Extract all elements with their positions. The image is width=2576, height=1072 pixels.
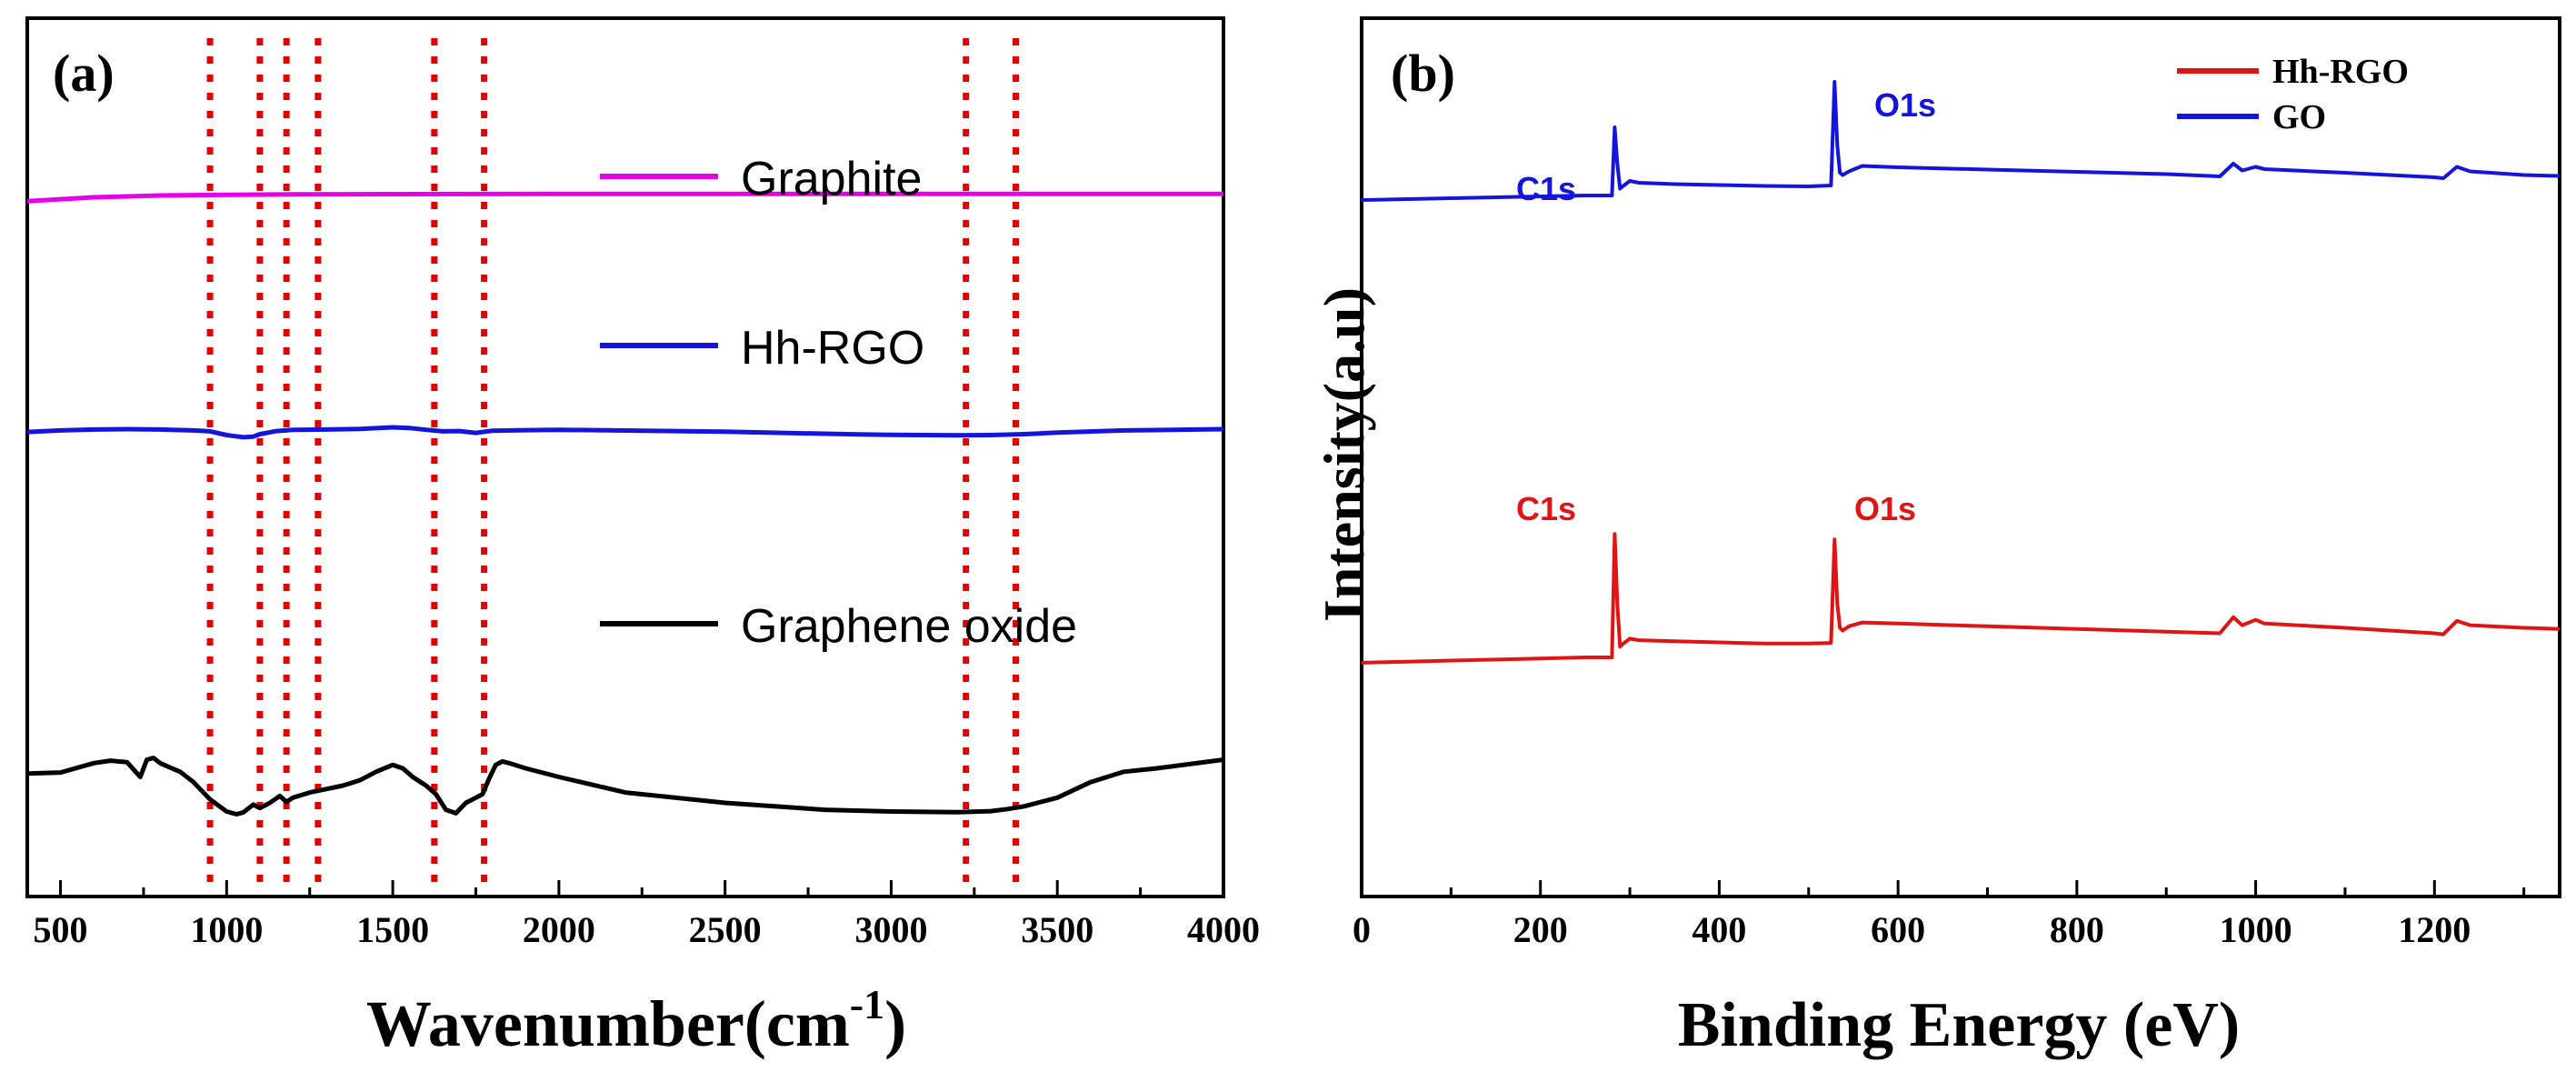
panel-b-x-tick-label-600: 600 [1871,909,1925,950]
panel-a-ftir-chart: 500 1000 1500 2000 2500 3000 3500 4000 (a) Grap… [25,16,1260,1060]
panel-a-x-tick-label-1500: 1500 [356,909,429,950]
annotation-hhrgo-c1s: C1s [1516,490,1576,527]
panel-a-x-tick-label-4000: 4000 [1187,909,1260,950]
panel-b-x-tick-label-800: 800 [2050,909,2104,950]
panel-b-x-tick-label-1200: 1200 [2398,909,2471,950]
legend-b-go-label: GO [2272,98,2326,136]
panel-a-series-graphite [26,191,1223,204]
panel-b-x-tick-label-1000: 1000 [2220,909,2292,950]
panel-a-series-group [26,191,1224,817]
panel-a-x-axis-title: Wavenumber(cm-1) [366,981,906,1060]
panel-a-x-tick-label-2000: 2000 [523,909,595,950]
panel-a-x-tick-label-2500: 2500 [689,909,762,950]
panel-b-x-tick-label-400: 400 [1692,909,1746,950]
panel-a-x-axis-title-close: ) [884,987,906,1060]
annotation-hhrgo-o1s: O1s [1854,490,1916,527]
panel-b-y-axis-title: Intensity(a.u) [1312,287,1376,622]
panel-b-x-axis-title: Binding Energy (eV) [1678,990,2240,1060]
panel-a-x-tick-label-500: 500 [34,909,88,950]
panel-a-series-graphene-oxide [26,756,1224,817]
panel-a-tag: (a) [53,44,115,103]
panel-a-x-axis-title-superscript: -1 [850,981,884,1027]
legend-a-go-label: Graphene oxide [741,600,1077,653]
annotation-go-c1s: C1s [1516,170,1576,207]
panel-b-series-group [1361,80,2561,665]
legend-b-hhrgo-label: Hh-RGO [2272,53,2409,91]
panel-b-tag: (b) [1391,44,1455,103]
panel-b-x-axis: 0 200 400 600 800 1000 1200 [1353,880,2526,950]
panel-b-x-tick-label-200: 200 [1513,909,1568,950]
panel-b-xps-chart: 0 200 400 600 800 1000 1200 (b) Hh-RGO GO C1s … [1312,16,2561,1060]
annotation-go-o1s: O1s [1874,86,1936,124]
panel-b-plot-frame [1360,16,2561,898]
legend-a-graphite-label: Graphite [741,153,922,205]
panel-a-x-axis: 500 1000 1500 2000 2500 3000 3500 4000 [34,880,1260,950]
panel-b-x-tick-label-0: 0 [1353,909,1371,950]
panel-b-series-hh-rgo [1361,532,2561,665]
legend-a-hhrgo-label: Hh-RGO [741,322,924,375]
panel-a-reference-lines [206,38,1020,891]
panel-a-x-tick-label-1000: 1000 [190,909,263,950]
panel-a-x-axis-title-main: Wavenumber(cm [366,987,850,1060]
panel-a-x-tick-label-3000: 3000 [854,909,927,950]
panel-b-series-go [1361,80,2561,202]
panel-a-x-tick-label-3500: 3500 [1021,909,1093,950]
panel-a-series-hh-rgo [26,425,1224,440]
panel-a-plot-frame [25,16,1225,898]
